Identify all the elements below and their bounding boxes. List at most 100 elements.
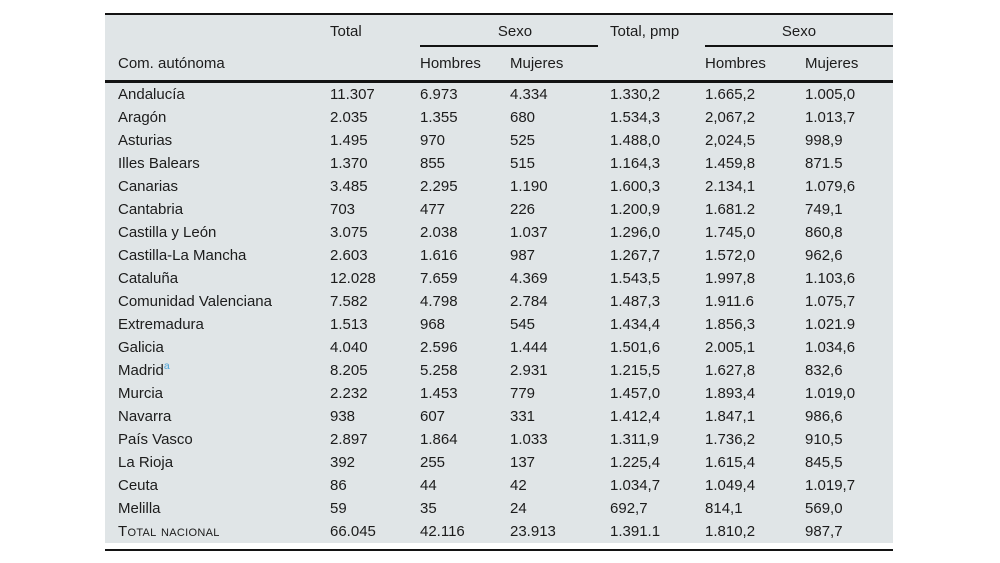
value-cell: 1.355 bbox=[420, 109, 458, 126]
value-cell: 1.033 bbox=[510, 431, 548, 448]
value-cell: 1.164,3 bbox=[610, 155, 661, 172]
value-cell: 968 bbox=[420, 316, 446, 333]
value-cell: 938 bbox=[330, 408, 356, 425]
value-cell: 749,1 bbox=[805, 201, 843, 218]
value-cell: 44 bbox=[420, 477, 437, 494]
value-cell: 1.267,7 bbox=[610, 247, 661, 264]
col-header-mujeres-pmp: Mujeres bbox=[805, 47, 894, 83]
value-cell: 910,5 bbox=[805, 431, 843, 448]
value-cell: 692,7 bbox=[610, 500, 648, 517]
value-cell: 607 bbox=[420, 408, 446, 425]
value-cell: 1.103,6 bbox=[805, 270, 856, 287]
value-cell: 5.258 bbox=[420, 362, 458, 379]
value-cell: 1.487,3 bbox=[610, 293, 661, 310]
value-cell: 2.005,1 bbox=[705, 339, 756, 356]
regions-statistics-table: Total Sexo Total, pmp Sexo Com. autónoma… bbox=[105, 13, 894, 544]
table-row: Cataluña 12.028 7.659 4.369 1.543,5 1.997,8 1.… bbox=[105, 267, 893, 290]
value-cell: 1.495 bbox=[330, 132, 368, 149]
table-row: Murcia 2.232 1.453 779 1.457,0 1.893,4 1.019,0 bbox=[105, 382, 893, 405]
col-header-total: Total bbox=[330, 22, 362, 40]
value-cell: 1.453 bbox=[420, 385, 458, 402]
table-row: Madrida 8.205 5.258 2.931 1.215,5 1.627,8 832,… bbox=[105, 359, 893, 382]
value-cell: 1.501,6 bbox=[610, 339, 661, 356]
region-cell: Cantabria bbox=[118, 201, 184, 218]
value-cell: 860,8 bbox=[805, 224, 843, 241]
value-cell: 1.513 bbox=[330, 316, 368, 333]
value-cell: 1.864 bbox=[420, 431, 458, 448]
table-body: Andalucía 11.307 6.973 4.334 1.330,2 1.665,2 1… bbox=[105, 82, 893, 544]
value-cell: 1.019,7 bbox=[805, 477, 856, 494]
value-cell: 1.856,3 bbox=[705, 316, 756, 333]
value-cell: 1.013,7 bbox=[805, 109, 856, 126]
value-cell: 1.019,0 bbox=[805, 385, 856, 402]
table-row: País Vasco 2.897 1.864 1.033 1.311,9 1.736,2 9… bbox=[105, 428, 893, 451]
value-cell: 987 bbox=[510, 247, 536, 264]
value-cell: 86 bbox=[330, 477, 347, 494]
region-cell: Murcia bbox=[118, 385, 164, 402]
value-cell: 1.215,5 bbox=[610, 362, 661, 379]
value-cell: 7.659 bbox=[420, 270, 458, 287]
value-cell: 2.897 bbox=[330, 431, 368, 448]
value-cell: 814,1 bbox=[705, 500, 743, 517]
value-cell: 1.810,2 bbox=[705, 523, 756, 540]
value-cell: 1.736,2 bbox=[705, 431, 756, 448]
region-cell: Castilla-La Mancha bbox=[118, 247, 247, 264]
value-cell: 1.615,4 bbox=[705, 454, 756, 471]
value-cell: 1.434,4 bbox=[610, 316, 661, 333]
table-row: Ceuta 86 44 42 1.034,7 1.049,4 1.019,7 bbox=[105, 474, 893, 497]
value-cell: 59 bbox=[330, 500, 347, 517]
value-cell: 392 bbox=[330, 454, 356, 471]
value-cell: 545 bbox=[510, 316, 536, 333]
table-bottom-rule bbox=[105, 549, 893, 551]
table-row: Melilla 59 35 24 692,7 814,1 569,0 bbox=[105, 497, 893, 520]
value-cell: 1.997,8 bbox=[705, 270, 756, 287]
value-cell: 66.045 bbox=[330, 523, 376, 540]
value-cell: 2.295 bbox=[420, 178, 458, 195]
region-cell: Extremadura bbox=[118, 316, 204, 333]
value-cell: 1.037 bbox=[510, 224, 548, 241]
col-header-hombres-pmp: Hombres bbox=[705, 47, 806, 83]
header-row-columns: Com. autónoma Hombres Mujeres Hombres Mu… bbox=[105, 47, 894, 83]
value-cell: 1.745,0 bbox=[705, 224, 756, 241]
value-cell: 1.665,2 bbox=[705, 86, 756, 103]
table-row: Galicia 4.040 2.596 1.444 1.501,6 2.005,1 1.03… bbox=[105, 336, 893, 359]
value-cell: 1.330,2 bbox=[610, 86, 661, 103]
table-row: Illes Balears 1.370 855 515 1.164,3 1.459,8 87… bbox=[105, 152, 893, 175]
table-row: Castilla-La Mancha 2.603 1.616 987 1.267,7 1.… bbox=[105, 244, 893, 267]
region-cell: Canarias bbox=[118, 178, 179, 195]
value-cell: 569,0 bbox=[805, 500, 843, 517]
table-row: Castilla y León 3.075 2.038 1.037 1.296,0 1.7… bbox=[105, 221, 893, 244]
value-cell: 1.021.9 bbox=[805, 316, 856, 333]
region-cell: Comunidad Valenciana bbox=[118, 293, 272, 310]
value-cell: 12.028 bbox=[330, 270, 376, 287]
value-cell: 871.5 bbox=[805, 155, 843, 172]
region-cell: Melilla bbox=[118, 500, 161, 517]
value-cell: 6.973 bbox=[420, 86, 458, 103]
table-row: Aragón 2.035 1.355 680 1.534,3 2,067,2 1.013,7 bbox=[105, 106, 893, 129]
col-header-region: Com. autónoma bbox=[105, 47, 330, 83]
header-spacer bbox=[105, 14, 330, 47]
value-cell: 1.412,4 bbox=[610, 408, 661, 425]
value-cell: 11.307 bbox=[330, 86, 375, 103]
value-cell: 779 bbox=[510, 385, 536, 402]
table-row: Comunidad Valenciana 7.582 4.798 2.784 1.487… bbox=[105, 290, 893, 313]
value-cell: 4.369 bbox=[510, 270, 548, 287]
table-row: Navarra 938 607 331 1.412,4 1.847,1 986,6 bbox=[105, 405, 893, 428]
col-header-total-pmp: Total, pmp bbox=[610, 22, 680, 40]
value-cell: 1.627,8 bbox=[705, 362, 756, 379]
value-cell: 1.543,5 bbox=[610, 270, 661, 287]
value-cell: 2.596 bbox=[420, 339, 458, 356]
value-cell: 2.038 bbox=[420, 224, 458, 241]
value-cell: 832,6 bbox=[805, 362, 843, 379]
regions-statistics-table-wrap: Total Sexo Total, pmp Sexo Com. autónoma… bbox=[105, 13, 894, 551]
value-cell: 2.134,1 bbox=[705, 178, 756, 195]
table-row: Asturias 1.495 970 525 1.488,0 2,024,5 998,9 bbox=[105, 129, 893, 152]
value-cell: 1.391.1 bbox=[610, 523, 661, 540]
value-cell: 1.459,8 bbox=[705, 155, 756, 172]
value-cell: 2.603 bbox=[330, 247, 368, 264]
region-cell: Navarra bbox=[118, 408, 172, 425]
value-cell: 962,6 bbox=[805, 247, 843, 264]
table-row: Canarias 3.485 2.295 1.190 1.600,3 2.134,1 1.0… bbox=[105, 175, 893, 198]
value-cell: 1.847,1 bbox=[705, 408, 756, 425]
header-spacer bbox=[330, 47, 420, 83]
